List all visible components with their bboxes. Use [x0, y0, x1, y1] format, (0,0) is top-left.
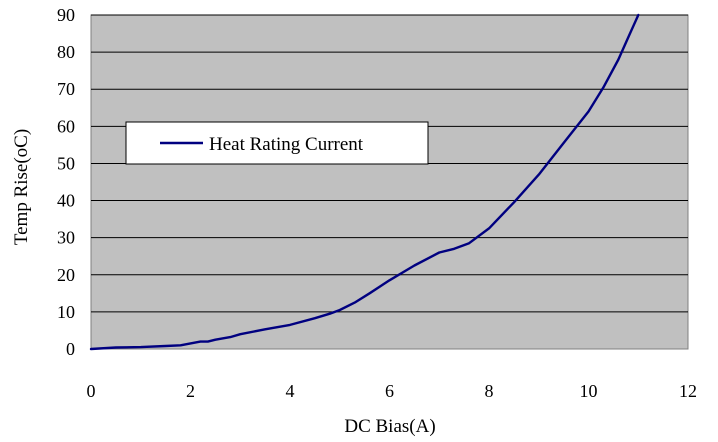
- legend: Heat Rating Current: [125, 121, 429, 165]
- x-tick-label: 4: [286, 381, 295, 401]
- legend-label: Heat Rating Current: [209, 134, 364, 155]
- y-tick-label: 40: [57, 191, 75, 211]
- x-axis: 0 2 4 6 8 10 12: [87, 381, 698, 401]
- legend-box: [125, 121, 429, 165]
- y-tick-label: 60: [57, 116, 75, 136]
- x-tick-label: 6: [385, 381, 394, 401]
- y-axis-title: Temp Rise(oC): [11, 129, 32, 245]
- plot-area: [90, 14, 689, 350]
- x-axis-title: DC Bias(A): [344, 416, 435, 437]
- y-tick-label: 50: [57, 153, 75, 173]
- y-axis: 0 10 20 30 40 50 60 70 80 90: [57, 5, 75, 359]
- x-tick-label: 12: [679, 381, 697, 401]
- x-tick-label: 0: [87, 381, 96, 401]
- y-tick-label: 70: [57, 79, 75, 99]
- x-tick-label: 2: [186, 381, 195, 401]
- y-tick-label: 10: [57, 302, 75, 322]
- y-tick-label: 30: [57, 228, 75, 248]
- y-tick-label: 0: [66, 339, 75, 359]
- y-tick-label: 20: [57, 265, 75, 285]
- y-tick-label: 80: [57, 42, 75, 62]
- x-tick-label: 10: [580, 381, 598, 401]
- y-tick-label: 90: [57, 5, 75, 25]
- x-tick-label: 8: [485, 381, 494, 401]
- series-line-heat-rating-current: [89, 13, 640, 351]
